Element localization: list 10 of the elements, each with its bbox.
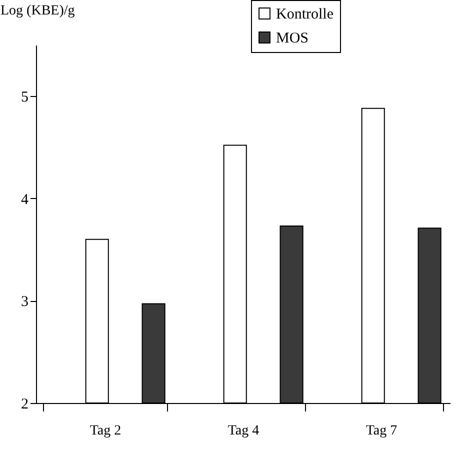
y-axis-title: Log (KBE)/g (0, 4, 75, 18)
x-tick-label: Tag 7 (366, 424, 398, 438)
x-tick-label: Tag 4 (228, 424, 260, 438)
y-tick-label: 4 (21, 192, 29, 208)
y-tick-label: 2 (21, 396, 28, 412)
y-tick-label: 5 (21, 90, 28, 106)
legend-label: MOS (276, 30, 309, 46)
y-tick-label: 3 (21, 294, 28, 310)
x-tick-label: Tag 2 (90, 424, 122, 438)
legend-label: Kontrolle (276, 6, 334, 22)
